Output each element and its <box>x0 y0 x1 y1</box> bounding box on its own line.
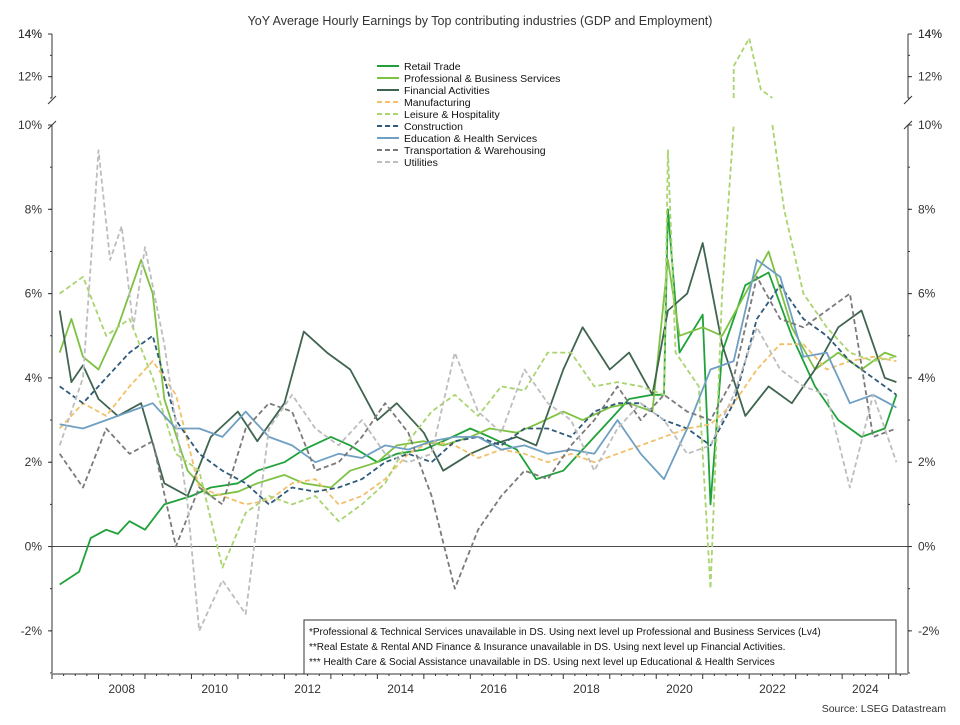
footnote-line: **Real Estate & Rental AND Finance & Ins… <box>309 642 785 653</box>
footnote-line: *Professional & Technical Services unava… <box>309 627 821 638</box>
y-tick-label-right: 2% <box>918 455 936 469</box>
x-tick-label: 2008 <box>108 682 135 696</box>
y-tick-label-right: 0% <box>918 540 936 554</box>
y-tick-label-left: 2% <box>25 455 43 469</box>
y-tick-label-right: 6% <box>918 287 936 301</box>
y-tick-label-left: -2% <box>21 624 43 638</box>
series-line-education-health-services <box>59 259 897 480</box>
series-line-professional-business-services <box>58 250 897 497</box>
series-line-manufacturing <box>59 343 897 506</box>
x-tick-label: 2014 <box>387 682 414 696</box>
left-axis-break-mark <box>47 95 57 105</box>
legend-label: Construction <box>404 121 463 133</box>
footnote-box: *Professional & Technical Services unava… <box>303 619 897 675</box>
y-tick-label-right: 4% <box>918 371 936 385</box>
x-tick-label: 2024 <box>852 682 879 696</box>
axes-layer: -2% -2% 0% 0% 2% 2% 4% 4% 6% 6% 8% 8% 10% 10% 12% 12% 14… <box>18 27 942 696</box>
series-line-utilities <box>58 149 898 632</box>
series-line-construction <box>59 284 897 506</box>
upper-y-tick-label-left: 14% <box>18 27 42 41</box>
x-tick-label: 2020 <box>666 682 693 696</box>
y-tick-label-right: -2% <box>918 624 940 638</box>
x-tick-label: 2012 <box>294 682 321 696</box>
source-label: Source: LSEG Datastream <box>822 703 947 715</box>
legend-label: Utilities <box>404 157 438 169</box>
series-line-transportation-warehousing <box>58 275 897 590</box>
footnote-line: *** Health Care & Social Assistance unav… <box>309 657 775 668</box>
footnote-frame <box>303 619 897 675</box>
y-tick-label-left: 6% <box>25 287 43 301</box>
legend-label: Manufacturing <box>404 97 471 109</box>
chart-title: YoY Average Hourly Earnings by Top contr… <box>248 14 713 28</box>
x-tick-label: 2010 <box>201 682 228 696</box>
upper-y-tick-label-left: 14% <box>18 27 42 41</box>
x-tick-label: 2022 <box>759 682 786 696</box>
legend-label: Financial Activities <box>404 85 490 97</box>
y-tick-label-right: 8% <box>918 202 936 216</box>
series-line-retail-trade <box>59 208 898 586</box>
series-layer <box>58 37 898 632</box>
series-line-financial-activities <box>58 242 897 497</box>
upper-y-tick-label-right: 14% <box>918 27 942 41</box>
right-axis-break-mark <box>903 95 913 105</box>
x-tick-label: 2016 <box>480 682 507 696</box>
legend-label: Leisure & Hospitality <box>404 109 500 121</box>
y-tick-label-left: 8% <box>25 202 43 216</box>
y-tick-label-left: 4% <box>25 371 43 385</box>
upper-y-tick-label-left: 12% <box>18 70 42 84</box>
y-tick-label-left: 10% <box>18 118 42 132</box>
legend-label: Education & Health Services <box>404 133 537 145</box>
series-line-leisure-hospitality <box>59 37 897 590</box>
x-tick-label: 2018 <box>573 682 600 696</box>
y-tick-label-left: 0% <box>25 540 43 554</box>
upper-y-tick-label-right: 12% <box>918 70 942 84</box>
legend-label: Retail Trade <box>404 61 461 73</box>
legend-label: Transportation & Warehousing <box>404 145 546 157</box>
upper-y-tick-label-right: 14% <box>918 27 942 41</box>
legend-label: Professional & Business Services <box>404 73 560 85</box>
y-tick-label-right: 10% <box>918 118 942 132</box>
